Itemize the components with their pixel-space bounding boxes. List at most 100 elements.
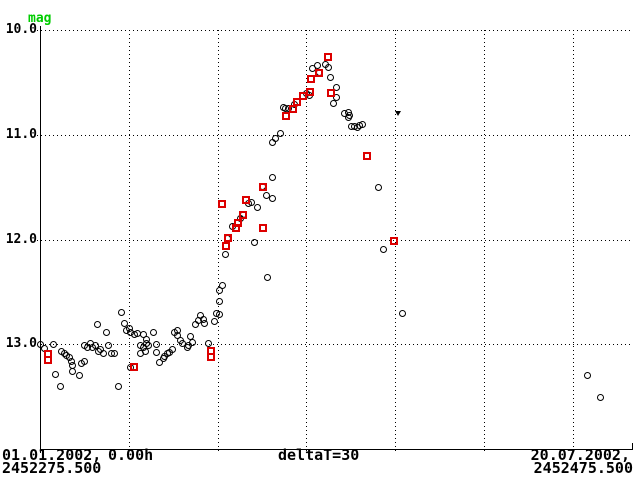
data-point-square <box>363 151 372 160</box>
data-point-circle <box>379 246 387 254</box>
x-delta-t-label: deltaT=30 <box>278 446 360 464</box>
data-point-circle <box>120 319 128 327</box>
data-point-circle <box>210 317 218 325</box>
data-point-square <box>305 87 314 96</box>
x-end-date-label: 20.07.2002, <box>530 446 630 464</box>
data-point-square <box>258 183 267 192</box>
data-point-circle <box>103 329 111 337</box>
data-point-square <box>218 199 227 208</box>
data-point-circle <box>75 372 83 380</box>
y-axis-unit-label: mag <box>28 11 52 26</box>
data-point-circle <box>597 394 605 402</box>
y-tick-label: 11.0 <box>5 127 37 142</box>
x-gridline <box>129 30 130 453</box>
data-point-circle <box>399 310 407 318</box>
x-axis-line <box>40 449 633 450</box>
data-point-circle <box>327 73 335 81</box>
data-point-square <box>390 236 399 245</box>
data-point-circle <box>93 320 101 328</box>
data-point-circle <box>250 239 258 247</box>
data-point-square <box>242 195 251 204</box>
data-point-circle <box>330 99 338 107</box>
data-point-square <box>299 91 308 100</box>
data-point-circle <box>584 372 592 380</box>
data-point-circle <box>114 382 122 390</box>
data-point-circle <box>152 340 160 348</box>
data-point-circle <box>268 138 276 146</box>
data-point-circle <box>149 329 157 337</box>
data-point-circle <box>105 341 113 349</box>
data-point-square <box>326 88 335 97</box>
data-point-circle <box>359 120 367 128</box>
data-point-circle <box>215 311 223 319</box>
data-point-square <box>315 68 324 77</box>
data-point-circle <box>69 367 77 375</box>
y-gridline <box>37 344 632 345</box>
data-point-square <box>292 98 301 107</box>
y-gridline <box>37 30 632 31</box>
data-point-square <box>130 363 139 372</box>
x-gridline <box>484 30 485 453</box>
data-point-circle <box>52 371 60 379</box>
data-point-circle <box>111 350 119 358</box>
x-gridline <box>573 30 574 453</box>
data-point-square <box>307 75 316 84</box>
data-point-circle <box>168 345 176 353</box>
data-point-circle <box>272 135 280 143</box>
x-end-jd-label: 2452475.500 <box>533 459 633 477</box>
data-point-circle <box>333 84 341 92</box>
data-point-circle <box>145 341 153 349</box>
data-point-circle <box>254 203 262 211</box>
data-point-circle <box>264 273 272 281</box>
data-point-circle <box>178 339 186 347</box>
data-point-circle <box>153 349 161 357</box>
data-point-circle <box>325 64 333 72</box>
x-gridline <box>218 30 219 453</box>
data-point-circle <box>139 331 147 339</box>
data-point-circle <box>276 130 284 138</box>
data-point-circle <box>215 297 223 305</box>
x-start-jd-label: 2452275.500 <box>2 459 102 477</box>
x-gridline <box>306 30 307 453</box>
x-gridline <box>395 30 396 453</box>
x-start-time-label: 0.00h <box>108 446 154 464</box>
x-start-date-label: 01.01.2002, <box>2 446 102 464</box>
data-point-circle <box>49 340 57 348</box>
data-point-square <box>239 211 248 220</box>
data-point-square <box>281 111 290 120</box>
data-point-circle <box>204 339 212 347</box>
y-tick-label: 13.0 <box>5 336 37 351</box>
data-point-circle <box>268 195 276 203</box>
data-point-circle <box>91 341 99 349</box>
data-point-square <box>324 53 332 62</box>
data-point-square <box>234 218 243 227</box>
data-point-circle <box>117 309 125 317</box>
y-axis-line <box>40 26 41 453</box>
data-point-square <box>221 241 230 250</box>
data-point-circle <box>56 382 64 390</box>
y-gridline <box>37 240 632 241</box>
data-point-circle <box>268 174 276 182</box>
data-point-circle <box>100 350 108 358</box>
data-point-circle <box>313 62 321 70</box>
x-axis-end-tick <box>632 443 633 450</box>
data-point-circle <box>218 282 226 290</box>
y-tick-label: 10.0 <box>5 22 37 37</box>
y-tick-label: 12.0 <box>5 232 37 247</box>
data-point-square <box>258 223 267 232</box>
data-point-circle <box>81 357 89 365</box>
data-point-square <box>207 352 216 361</box>
data-point-square <box>223 234 232 243</box>
data-point-triangle-down-icon <box>395 111 402 117</box>
data-point-circle <box>188 338 196 346</box>
data-point-circle <box>136 350 144 358</box>
y-gridline <box>37 135 632 136</box>
data-point-circle <box>201 319 209 327</box>
data-point-circle <box>332 93 340 101</box>
data-point-circle <box>221 250 229 258</box>
data-point-square <box>43 355 52 364</box>
data-point-circle <box>374 183 382 191</box>
data-point-circle <box>344 114 352 122</box>
